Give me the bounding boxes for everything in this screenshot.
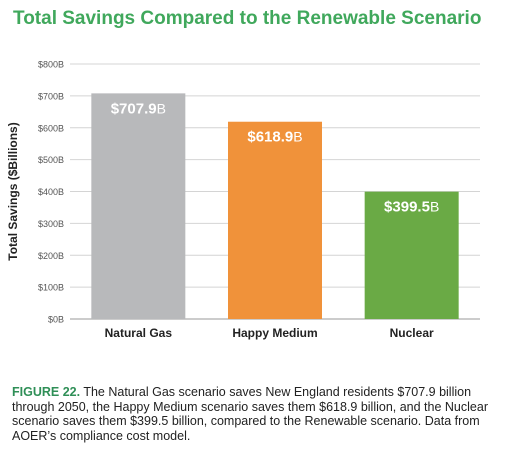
data-label: $707.9B bbox=[111, 100, 166, 117]
bar bbox=[91, 93, 186, 319]
y-tick-label: $500B bbox=[38, 155, 64, 165]
bar bbox=[364, 191, 459, 319]
y-tick-label: $100B bbox=[38, 283, 64, 293]
figure-caption: FIGURE 22. The Natural Gas scenario save… bbox=[12, 385, 507, 443]
caption-lead: FIGURE 22. bbox=[12, 385, 81, 399]
y-tick-label: $700B bbox=[38, 91, 64, 101]
chart-title: Total Savings Compared to the Renewable … bbox=[13, 8, 482, 29]
x-tick-label: Natural Gas bbox=[105, 326, 173, 340]
y-tick-label: $300B bbox=[38, 219, 64, 229]
data-label: $399.5B bbox=[384, 199, 439, 216]
y-tick-label: $800B bbox=[38, 60, 64, 70]
caption-text: The Natural Gas scenario saves New Engla… bbox=[12, 385, 488, 443]
data-label: $618.9B bbox=[247, 129, 302, 146]
y-tick-label: $600B bbox=[38, 123, 64, 133]
y-tick-label: $200B bbox=[38, 251, 64, 261]
bar-chart: $0B $100B $200B $300B $400B $500B $600B $700B $8… bbox=[6, 60, 480, 340]
bar bbox=[228, 121, 322, 320]
y-tick-label: $400B bbox=[38, 187, 64, 197]
y-axis-title: Total Savings ($Billions) bbox=[6, 122, 20, 260]
x-tick-label: Nuclear bbox=[390, 326, 434, 340]
x-tick-label: Happy Medium bbox=[232, 326, 317, 340]
y-tick-label: $0B bbox=[48, 315, 64, 325]
